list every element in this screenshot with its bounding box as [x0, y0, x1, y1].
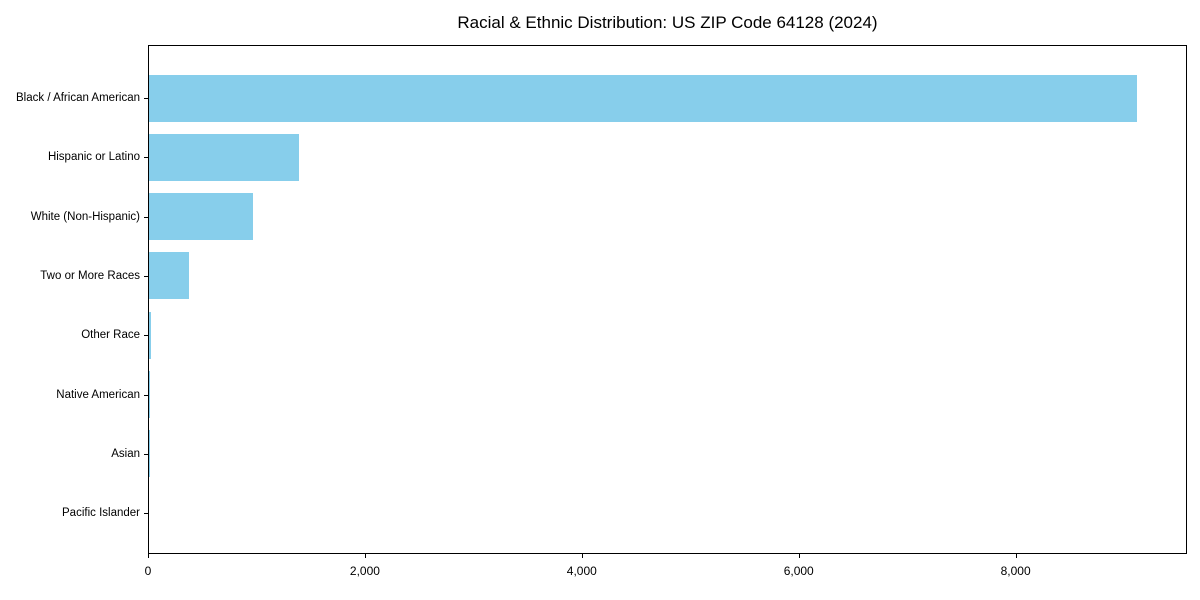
plot-area — [148, 45, 1187, 554]
x-tick-mark — [581, 554, 583, 558]
bar — [149, 193, 254, 241]
bar — [149, 311, 151, 359]
x-tick-label: 8,000 — [1000, 564, 1031, 578]
x-tick-mark — [798, 554, 800, 558]
x-tick-label: 6,000 — [783, 564, 814, 578]
bar — [149, 133, 299, 181]
x-tick-mark — [148, 554, 149, 558]
chart-title: Racial & Ethnic Distribution: US ZIP Cod… — [457, 13, 878, 32]
y-tick-mark — [144, 98, 148, 99]
y-tick-label: Two or More Races — [40, 269, 140, 282]
y-tick-label: Native American — [56, 388, 140, 401]
y-tick-label: Black / African American — [16, 92, 140, 104]
x-tick-mark — [364, 554, 366, 558]
y-tick-mark — [144, 275, 148, 277]
bar — [149, 252, 190, 300]
y-tick-label: Hispanic or Latino — [47, 151, 140, 164]
y-tick-mark — [144, 335, 148, 337]
x-tick-mark — [1015, 554, 1017, 558]
y-tick-mark — [144, 513, 148, 515]
y-tick-label: Pacific Islander — [62, 507, 140, 520]
y-tick-mark — [144, 157, 148, 159]
y-tick-mark — [144, 394, 148, 396]
y-tick-label: Other Race — [81, 329, 140, 342]
y-tick-label: White (Non-Hispanic) — [30, 210, 140, 223]
y-tick-label: Asian — [111, 447, 140, 460]
x-tick-label: 4,000 — [566, 564, 597, 578]
y-tick-mark — [144, 453, 148, 455]
x-tick-label: 2,000 — [349, 564, 380, 578]
bar — [149, 74, 1138, 122]
y-tick-mark — [144, 216, 148, 218]
x-tick-label: 0 — [144, 564, 152, 578]
